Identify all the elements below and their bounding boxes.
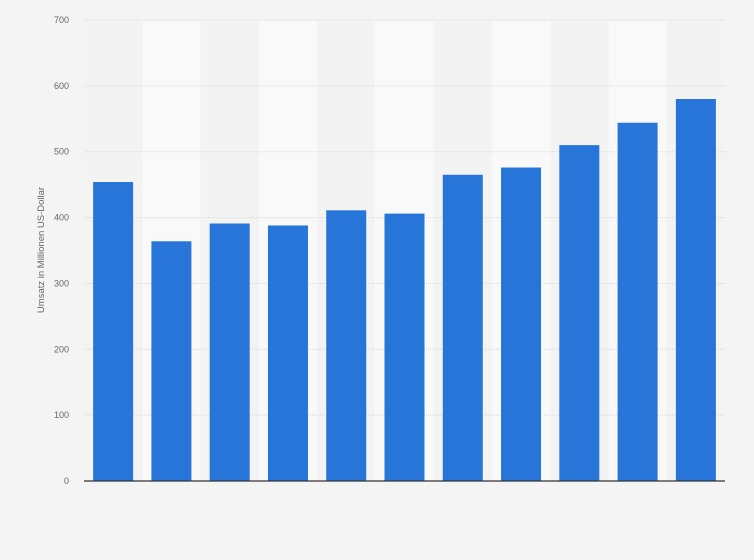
- bar: [151, 241, 192, 481]
- y-tick-label: 200: [54, 344, 69, 354]
- bar: [442, 174, 483, 481]
- bar: [93, 182, 134, 481]
- y-tick-label: 700: [54, 15, 69, 25]
- bar: [501, 167, 542, 481]
- bar: [617, 122, 658, 481]
- bar: [675, 99, 716, 482]
- bar: [209, 223, 250, 481]
- bar: [267, 225, 308, 481]
- bar: [326, 210, 367, 481]
- bar: [559, 145, 600, 481]
- y-tick-label: 300: [54, 278, 69, 288]
- y-tick-label: 0: [64, 476, 69, 486]
- y-tick-label: 400: [54, 213, 69, 223]
- y-tick-label: 100: [54, 410, 69, 420]
- bar: [384, 213, 425, 481]
- y-axis-label: Umsatz in Millionen US-Dollar: [36, 187, 47, 313]
- y-tick-label: 600: [54, 81, 69, 91]
- y-tick-label: 500: [54, 147, 69, 157]
